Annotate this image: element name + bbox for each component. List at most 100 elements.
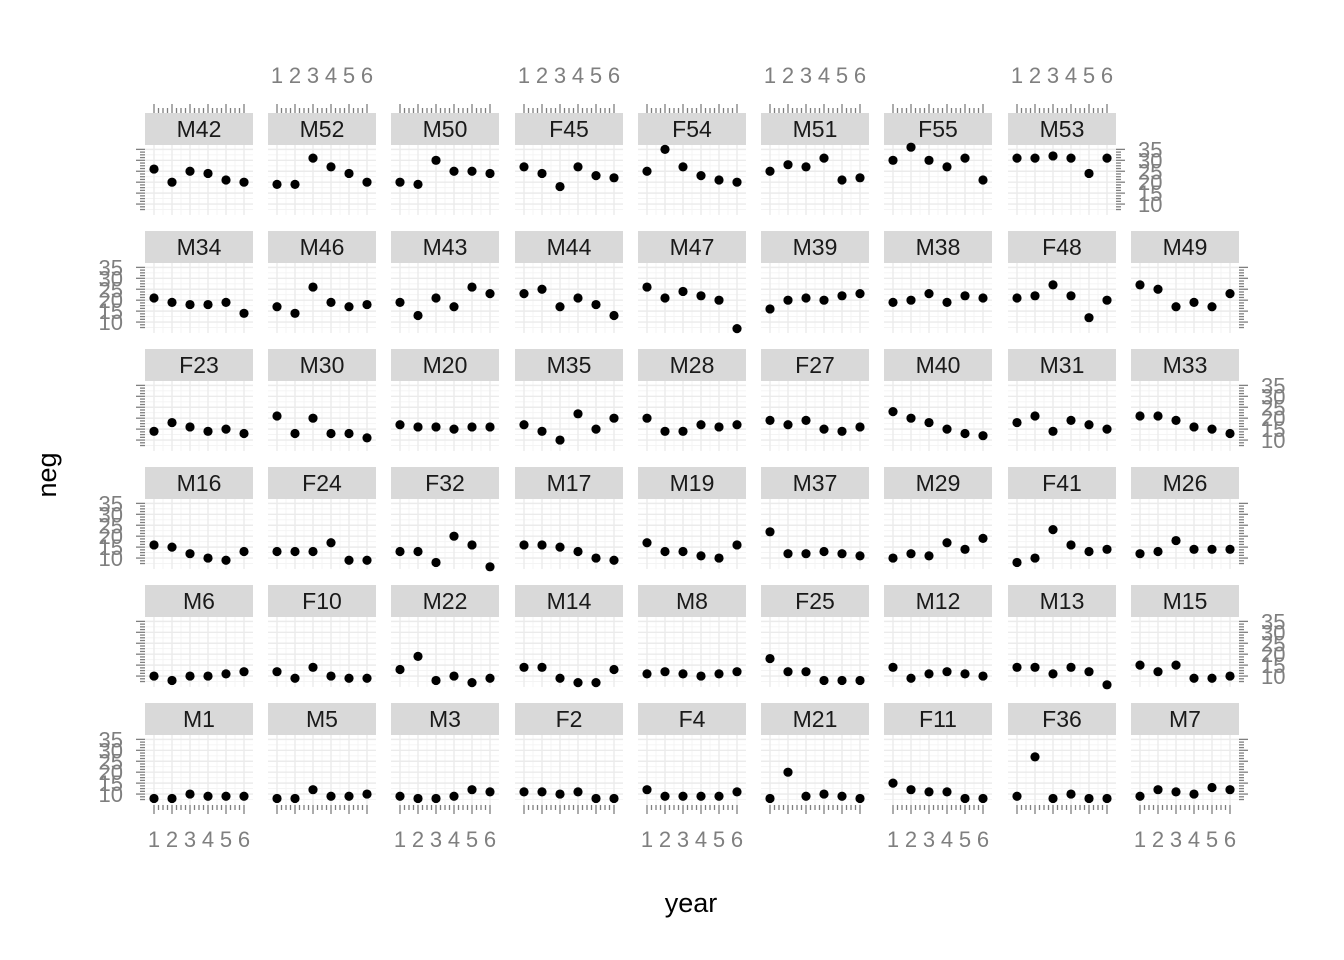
data-point-M7-year-1 [1135,791,1145,801]
x-tick-label: 5 [713,827,725,852]
data-point-M51-year-6 [855,173,865,183]
facet-strip-label: F4 [679,706,706,732]
y-axis-title: neg [32,452,62,497]
facet-strip-label: M6 [183,588,215,614]
data-point-M47-year-6 [732,324,742,334]
data-point-M19-year-5 [714,553,724,563]
panels-layer: M42 M52 M50 F45 F54 M51 F55 M53 M34 M46 M43 M44 M47 M… [145,113,1239,805]
facet-panel-F2: F2 [515,703,623,805]
data-point-M31-year-6 [1102,424,1112,434]
data-point-M44-year-3 [555,302,565,312]
data-point-F11-year-1 [888,778,898,788]
data-point-M42-year-3 [185,166,195,176]
facet-strip [638,703,746,735]
data-point-M53-year-1 [1012,153,1022,163]
facet-panel-F36: F36 [1008,703,1116,805]
data-point-M43-year-3 [431,293,441,303]
facet-panel-M26: M26 [1131,467,1239,569]
data-point-F41-year-1 [1012,557,1022,568]
data-point-M35-year-6 [609,413,619,423]
data-point-M40-year-6 [978,431,988,441]
data-point-M22-year-4 [449,671,459,681]
data-point-M49-year-6 [1225,289,1235,299]
facet-panel-M5: M5 [268,703,376,805]
facet-strip [638,467,746,499]
facet-strip-label: M21 [793,706,838,732]
data-point-M26-year-1 [1135,549,1145,559]
data-point-F41-year-4 [1066,540,1076,550]
data-point-F48-year-1 [1012,293,1022,303]
facet-strip-label: M43 [423,234,468,260]
data-point-M12-year-5 [960,669,970,679]
data-point-F24-year-6 [362,555,372,565]
x-tick-label-top: 5 [343,63,355,88]
data-point-M33-year-1 [1135,411,1145,421]
data-point-M39-year-3 [801,293,811,303]
data-point-M33-year-6 [1225,428,1235,439]
x-tick-label: 5 [466,827,478,852]
facet-strip [1008,467,1116,499]
data-point-M38-year-5 [960,291,970,301]
data-point-M26-year-5 [1207,544,1217,554]
facet-panel-M39: M39 [761,231,869,333]
facet-panel-M35: M35 [515,349,623,451]
facet-strip [515,585,623,617]
data-point-M37-year-2 [783,549,793,559]
data-point-M5-year-3 [308,785,318,795]
data-point-M14-year-3 [555,673,565,683]
data-point-M21-year-6 [855,793,865,804]
facet-panel-M13: M13 [1008,585,1116,690]
data-point-F45-year-5 [591,171,601,181]
data-point-F4-year-2 [660,791,670,801]
data-point-F25-year-1 [765,653,775,664]
data-point-M12-year-6 [978,671,988,681]
data-point-M37-year-1 [765,527,775,537]
data-point-M19-year-6 [732,540,742,550]
data-point-M53-year-3 [1048,151,1058,161]
facet-strip [515,231,623,263]
data-point-F24-year-2 [290,546,300,557]
data-point-M26-year-3 [1171,535,1181,546]
x-tick-label: 1 [1134,827,1146,852]
x-tick-label-top: 1 [1011,63,1023,88]
data-point-M44-year-5 [591,299,601,310]
data-point-M17-year-3 [555,542,565,552]
data-point-M6-year-6 [239,667,249,677]
y-tick-label: 30 [99,502,123,527]
data-point-F27-year-1 [765,415,775,425]
facet-strip-label: M8 [676,588,708,614]
data-point-F32-year-5 [467,540,477,550]
facet-strip [761,349,869,381]
x-tick-label: 3 [677,827,689,852]
facet-strip [391,467,499,499]
x-tick-label: 1 [641,827,653,852]
data-point-M47-year-4 [696,291,706,301]
y-tick-label: 20 [99,524,123,549]
data-point-M17-year-2 [537,540,547,550]
facet-strip-label: M28 [670,352,715,378]
x-tick-label: 4 [941,827,953,852]
facet-strip-label: M53 [1040,116,1085,142]
data-point-F54-year-1 [642,166,652,176]
facet-panel-M34: M34 [145,231,253,333]
data-point-F36-year-5 [1084,793,1094,804]
data-point-M33-year-5 [1207,424,1217,434]
x-tick-label: 5 [220,827,232,852]
data-point-F23-year-2 [167,417,177,428]
y-tick-label: 25 [99,277,123,302]
facet-panel-M43: M43 [391,231,499,333]
data-point-M39-year-6 [855,289,865,299]
data-point-M34-year-4 [203,299,213,310]
data-point-F55-year-4 [942,162,952,172]
y-tick-label-right: 20 [1261,406,1285,431]
data-point-F48-year-5 [1084,313,1094,323]
facet-panel-F54: F54 [638,113,746,215]
y-tick-label-right: 10 [1261,664,1285,689]
data-point-F4-year-5 [714,791,724,801]
y-tick-label-right: 10 [1261,428,1285,453]
data-point-M6-year-1 [149,671,159,681]
data-point-M39-year-2 [783,295,793,305]
data-point-M30-year-2 [290,428,300,439]
x-tick-label-top: 1 [518,63,530,88]
data-point-F2-year-4 [573,787,583,797]
